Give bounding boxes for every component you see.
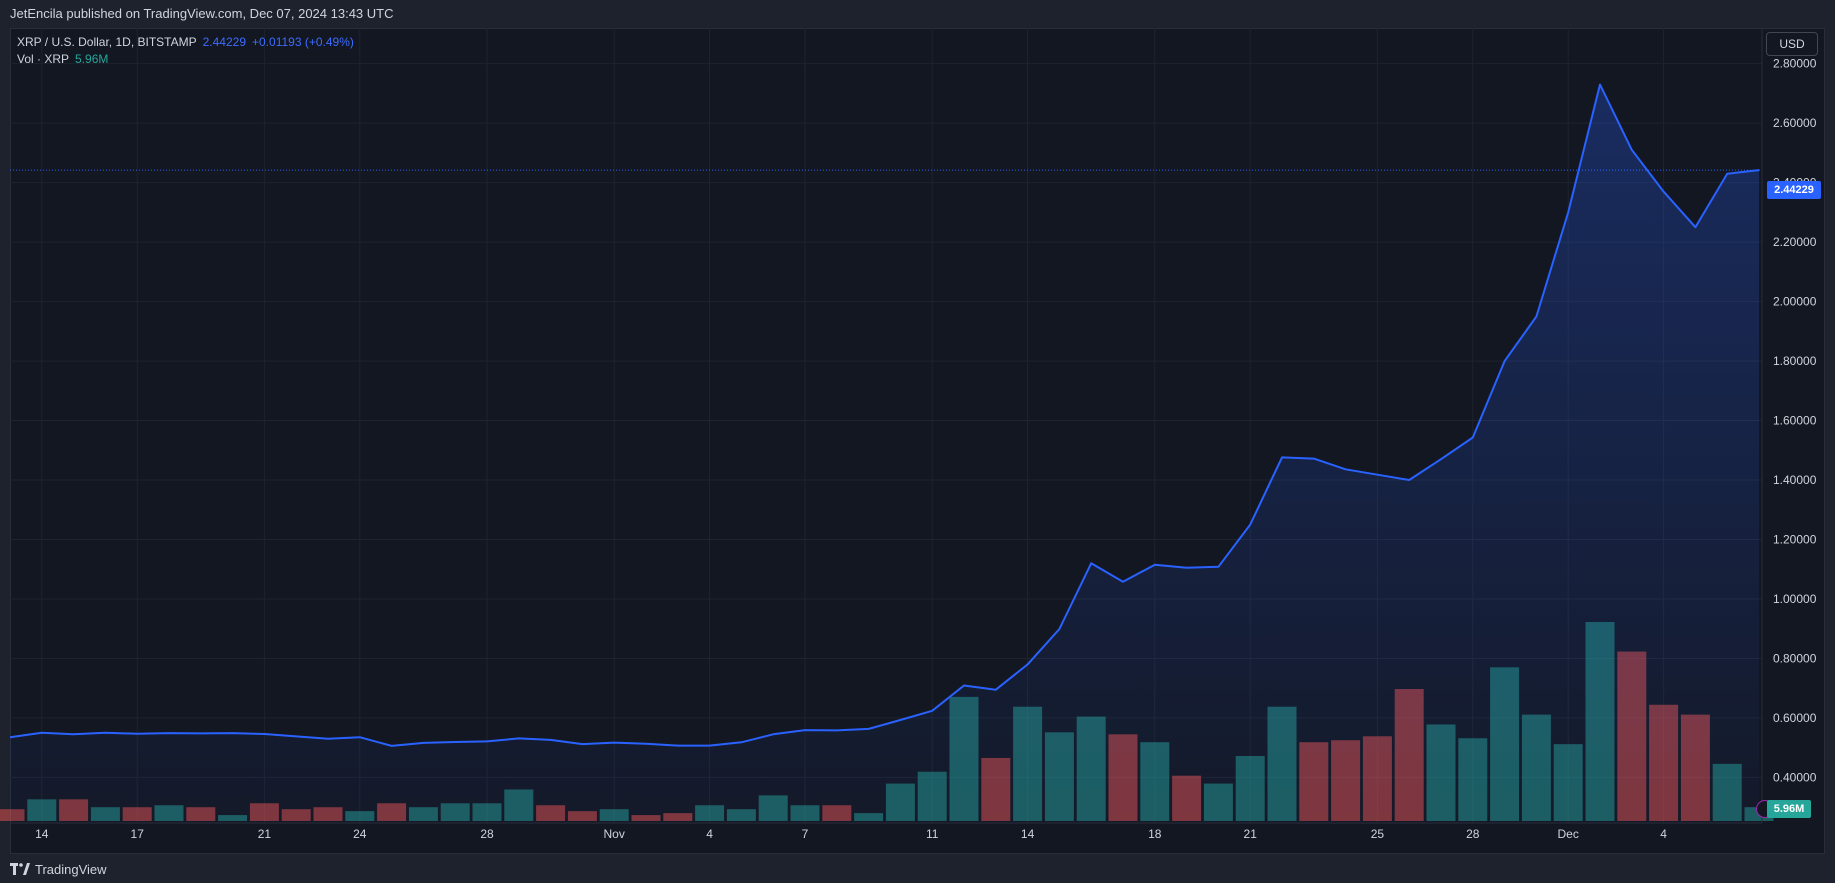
x-tick-label: 21 [258,827,272,841]
tradingview-logo-icon [10,863,30,875]
x-tick-label: Nov [604,827,625,841]
legend-change: +0.01193 (+0.49%) [252,35,354,49]
y-tick-label: 0.40000 [1773,770,1817,784]
y-tick-label: 0.80000 [1773,651,1817,665]
legend-vol-label[interactable]: Vol · XRP [17,52,70,66]
price-area [9,83,1760,822]
y-tick-label: 2.60000 [1773,116,1817,130]
x-tick-label: 4 [706,827,713,841]
x-tick-label: 28 [1466,827,1480,841]
y-tick-label: 0.60000 [1773,711,1817,725]
x-tick-label: 17 [131,827,145,841]
chart-legend: XRP / U.S. Dollar, 1D, BITSTAMP 2.44229 … [17,34,354,68]
last-price-tag: 2.44229 [1767,181,1821,199]
tradingview-brand[interactable]: TradingView [10,861,107,877]
x-tick-label: 25 [1371,827,1385,841]
currency-button[interactable]: USD [1766,32,1818,56]
price-chart[interactable]: 2.800002.600002.400002.200002.000001.800… [0,0,1835,854]
y-tick-label: 1.80000 [1773,354,1817,368]
time-axis[interactable]: 14 17 21 24 28 Nov 4 7 11 14 18 21 25 28 Dec 4 [35,827,1667,841]
x-tick-label: 18 [1148,827,1162,841]
legend-price-row: XRP / U.S. Dollar, 1D, BITSTAMP 2.44229 … [17,34,354,51]
x-tick-label: 11 [926,827,939,841]
y-tick-label: 1.00000 [1773,592,1817,606]
x-tick-label: Dec [1558,827,1579,841]
x-tick-label: 7 [802,827,809,841]
publisher-header: JetEncila published on TradingView.com, … [0,0,1835,28]
brand-name: TradingView [35,861,107,877]
legend-symbol[interactable]: XRP / U.S. Dollar, 1D, BITSTAMP [17,35,197,49]
x-tick-label: 28 [480,827,494,841]
publisher-text: JetEncila published on TradingView.com, … [10,6,394,21]
x-tick-label: 24 [353,827,367,841]
volume-tag: 5.96M [1767,800,1811,818]
legend-vol-value: 5.96M [75,52,109,66]
y-tick-label: 1.60000 [1773,414,1817,428]
price-axis[interactable]: 2.800002.600002.400002.200002.000001.800… [1773,57,1817,785]
price-line [9,83,1760,747]
y-tick-label: 2.80000 [1773,57,1817,71]
x-tick-label: 14 [35,827,49,841]
legend-last-price: 2.44229 [202,35,246,49]
y-tick-label: 1.40000 [1773,473,1817,487]
x-tick-label: 4 [1660,827,1667,841]
x-tick-label: 14 [1021,827,1035,841]
x-tick-label: 21 [1244,827,1258,841]
y-tick-label: 2.20000 [1773,235,1817,249]
y-tick-label: 1.20000 [1773,532,1817,546]
price-area-fill [10,84,1759,822]
footer-bar: TradingView [0,854,1835,883]
y-tick-label: 2.00000 [1773,295,1817,309]
legend-volume-row: Vol · XRP 5.96M [17,51,354,68]
